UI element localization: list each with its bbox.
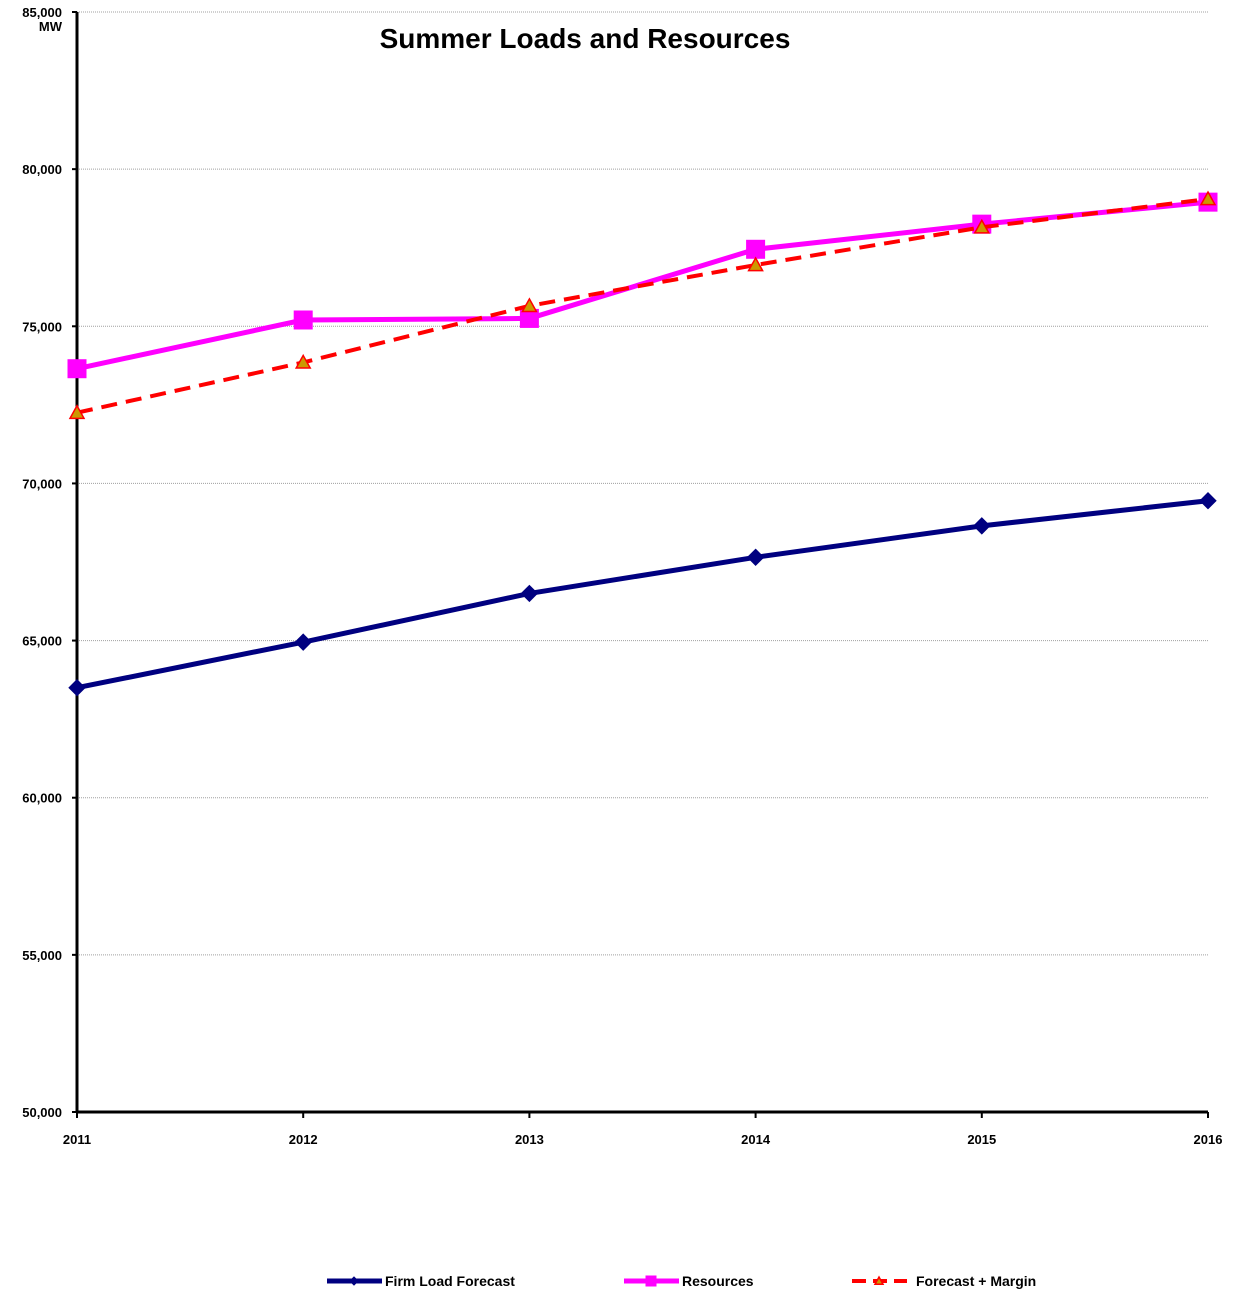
y-tick-label: 55,000 [22,948,62,963]
legend: Firm Load Forecast Resources Forecast + Ma… [327,1273,1036,1289]
data-point-marker [520,584,539,603]
y-tick-label: 65,000 [22,634,62,649]
data-point-marker [294,353,312,369]
y-tick-label: 75,000 [22,319,62,334]
data-point-marker [973,218,991,234]
data-point-marker [68,679,86,697]
y-tick-label: 70,000 [22,476,62,491]
y-axis-unit-label: MW [39,19,63,34]
legend-item: Resources [624,1273,754,1289]
data-point-marker [746,548,765,566]
y-tick-label: 50,000 [22,1105,62,1120]
data-point-marker [645,1275,657,1287]
series-line [76,197,1209,415]
data-point-marker [873,1275,885,1285]
gridlines [72,11,1209,1118]
series-line [76,498,1209,691]
data-point-marker [746,239,766,259]
y-tick-label: 80,000 [22,162,62,177]
legend-item: Forecast + Margin [852,1273,1036,1289]
data-point-marker [67,359,87,379]
data-point-marker [68,404,86,420]
data-point-marker [973,517,991,535]
data-point-marker [1199,190,1217,206]
data-point-marker [747,256,764,272]
series-0 [68,492,1217,697]
y-tick-label: 85,000 [22,5,62,20]
data-point-marker [521,297,538,313]
data-point-marker [294,633,312,651]
y-tick-labels: 50,000 55,000 60,000 65,000 70,000 75,000 80,0… [22,5,62,1120]
x-tick-label: 2016 [1194,1132,1223,1147]
chart-title: Summer Loads and Resources [380,23,791,54]
series-group [67,190,1218,697]
data-point-marker [349,1276,359,1286]
data-point-marker [293,310,313,330]
legend-label: Resources [682,1273,754,1289]
data-point-marker [1199,492,1217,510]
legend-label: Forecast + Margin [916,1273,1036,1289]
x-tick-label: 2013 [515,1132,544,1147]
legend-label: Firm Load Forecast [385,1273,515,1289]
series-2 [68,190,1217,420]
x-tick-labels: 2011 2012 2013 2014 2015 2016 [63,1132,1223,1147]
x-tick-label: 2011 [63,1132,91,1147]
x-tick-label: 2014 [741,1132,771,1147]
legend-item: Firm Load Forecast [327,1273,515,1289]
x-tick-label: 2012 [289,1132,318,1147]
x-tick-label: 2015 [967,1132,996,1147]
axes [75,12,1208,1114]
y-tick-label: 60,000 [22,791,62,806]
